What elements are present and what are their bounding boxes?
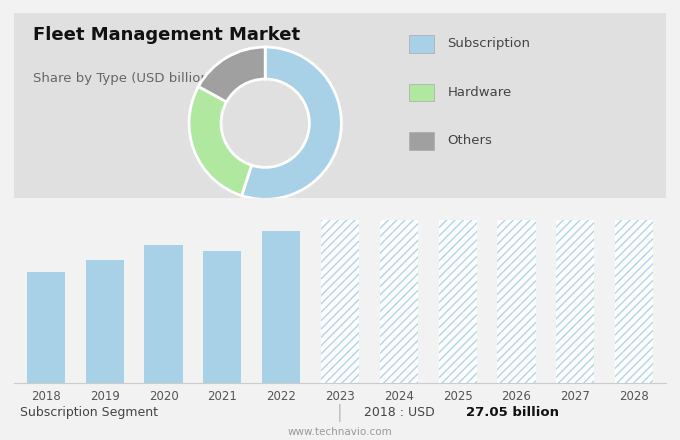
Bar [379,220,418,383]
Text: www.technavio.com: www.technavio.com [288,427,392,437]
Wedge shape [241,47,341,199]
Bar [556,220,594,383]
Bar [409,84,434,101]
Wedge shape [199,47,265,102]
Wedge shape [189,87,252,196]
Bar [321,220,359,383]
Bar [615,220,653,383]
Text: Share by Type (USD billion): Share by Type (USD billion) [33,72,214,85]
Bar [409,35,434,53]
Text: Subscription: Subscription [447,37,530,51]
Bar [439,220,477,383]
Text: 27.05 billion: 27.05 billion [466,406,559,419]
Text: Hardware: Hardware [447,86,511,99]
Bar [556,220,594,383]
Bar [497,220,536,383]
Bar [497,220,536,383]
Bar [409,132,434,150]
Bar [321,220,359,383]
Bar [27,272,65,383]
Text: Fleet Management Market: Fleet Management Market [33,26,301,44]
Text: Subscription Segment: Subscription Segment [20,406,158,419]
Bar [379,220,418,383]
Bar [615,220,653,383]
Bar [144,245,183,383]
Bar [203,251,241,383]
Text: Others: Others [447,134,492,147]
Bar [262,231,301,383]
Text: |: | [337,404,343,422]
Text: 2018 : USD: 2018 : USD [364,406,439,419]
Bar [86,260,124,383]
Bar [439,220,477,383]
